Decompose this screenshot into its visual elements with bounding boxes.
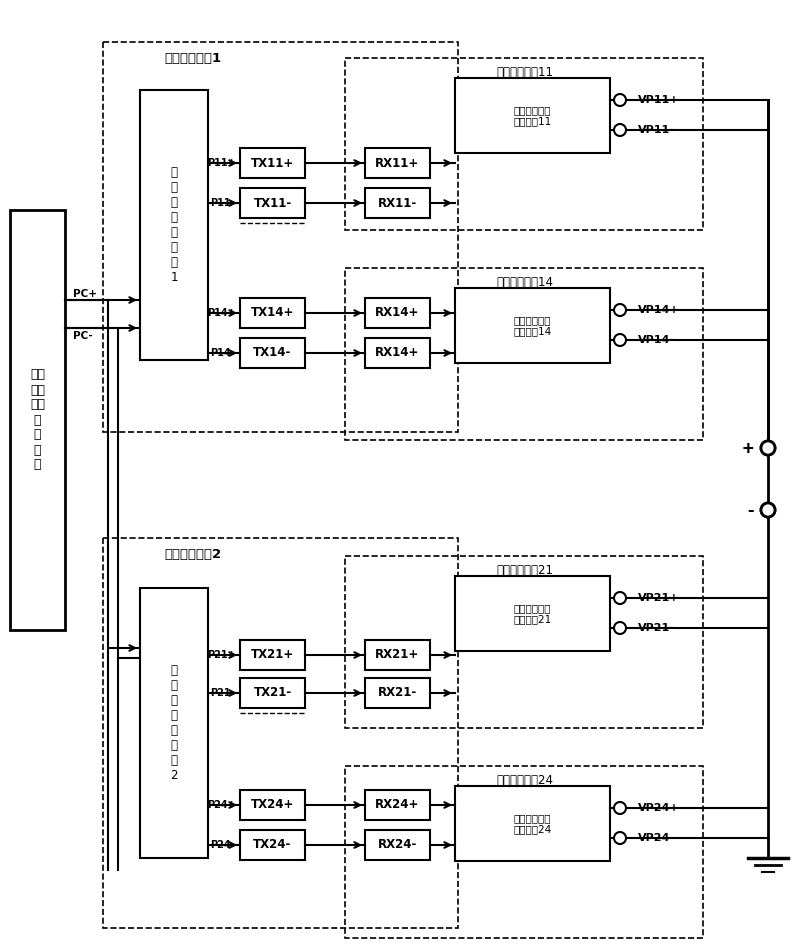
- Text: 脉冲分配模块2: 脉冲分配模块2: [165, 548, 222, 561]
- Text: PC+: PC+: [73, 289, 97, 299]
- Text: 连
接
器
集
成
电
路
2: 连 接 器 集 成 电 路 2: [170, 664, 178, 782]
- Text: VP24+: VP24+: [638, 803, 680, 813]
- Bar: [103, 42, 458, 432]
- Bar: [240, 188, 305, 218]
- Text: 单相桥式脉冲
逆变电路21: 单相桥式脉冲 逆变电路21: [514, 603, 552, 624]
- Circle shape: [614, 124, 626, 136]
- Bar: [345, 556, 703, 728]
- Circle shape: [761, 441, 775, 455]
- Bar: [455, 576, 610, 651]
- Text: -: -: [748, 503, 754, 517]
- Bar: [455, 288, 610, 363]
- Bar: [365, 298, 430, 328]
- Text: P14+: P14+: [208, 308, 236, 318]
- Text: RX14+: RX14+: [375, 307, 420, 320]
- Bar: [345, 58, 703, 230]
- Bar: [365, 678, 430, 708]
- Circle shape: [761, 441, 775, 455]
- Bar: [140, 90, 208, 360]
- Bar: [365, 640, 430, 670]
- Bar: [365, 830, 430, 860]
- Text: VP14-: VP14-: [638, 335, 675, 345]
- Text: 单相桥式脉冲
逆变电路14: 单相桥式脉冲 逆变电路14: [514, 315, 552, 336]
- Text: TX11+: TX11+: [251, 157, 294, 170]
- Bar: [103, 538, 458, 928]
- Text: TX24+: TX24+: [251, 798, 294, 811]
- Text: 逆变电路单元11: 逆变电路单元11: [497, 65, 554, 79]
- Text: P24+: P24+: [208, 800, 236, 810]
- Text: VP11+: VP11+: [638, 95, 679, 105]
- Circle shape: [614, 94, 626, 106]
- Bar: [240, 148, 305, 178]
- Bar: [365, 148, 430, 178]
- Text: RX24-: RX24-: [378, 839, 417, 851]
- Text: 逆变电路单元21: 逆变电路单元21: [497, 564, 554, 576]
- Text: RX24+: RX24+: [375, 798, 420, 811]
- Text: VP11-: VP11-: [638, 125, 675, 135]
- Text: P21+: P21+: [208, 650, 236, 660]
- Text: TX14+: TX14+: [251, 307, 294, 320]
- Bar: [10, 210, 65, 630]
- Text: RX21-: RX21-: [378, 686, 417, 699]
- Text: RX14+: RX14+: [375, 346, 420, 360]
- Text: 单相桥式脉冲
逆变电路24: 单相桥式脉冲 逆变电路24: [514, 812, 552, 834]
- Text: 连
接
器
集
成
电
路
1: 连 接 器 集 成 电 路 1: [170, 166, 178, 284]
- Text: +: +: [742, 440, 754, 456]
- Circle shape: [761, 503, 775, 517]
- Text: PC-: PC-: [73, 331, 93, 341]
- Text: RX11+: RX11+: [375, 157, 420, 170]
- Text: TX14-: TX14-: [254, 346, 292, 360]
- Bar: [365, 790, 430, 820]
- Text: TX21-: TX21-: [254, 686, 292, 699]
- Bar: [240, 790, 305, 820]
- Bar: [455, 78, 610, 153]
- Text: 单相桥式脉冲
逆变电路11: 单相桥式脉冲 逆变电路11: [514, 104, 552, 126]
- Bar: [140, 588, 208, 858]
- Text: TX11-: TX11-: [254, 196, 292, 210]
- Text: TX21+: TX21+: [251, 648, 294, 661]
- Bar: [240, 640, 305, 670]
- Bar: [240, 830, 305, 860]
- Text: 脉冲分配模块1: 脉冲分配模块1: [165, 51, 222, 65]
- Text: P14-: P14-: [210, 348, 234, 358]
- Bar: [455, 786, 610, 861]
- Text: P11-: P11-: [210, 198, 234, 208]
- Bar: [240, 678, 305, 708]
- Text: P21-: P21-: [210, 688, 234, 698]
- Text: VP24-: VP24-: [638, 833, 675, 843]
- Text: +: +: [742, 440, 754, 456]
- Bar: [240, 298, 305, 328]
- Circle shape: [614, 802, 626, 814]
- Text: RX21+: RX21+: [375, 648, 420, 661]
- Circle shape: [761, 503, 775, 517]
- Text: -: -: [748, 503, 754, 517]
- Bar: [345, 268, 703, 440]
- Text: 脉冲
控制
信号
产
生
模
块: 脉冲 控制 信号 产 生 模 块: [30, 368, 45, 472]
- Text: P11+: P11+: [208, 158, 236, 168]
- Circle shape: [614, 304, 626, 316]
- Bar: [365, 338, 430, 368]
- Text: VP21+: VP21+: [638, 593, 679, 603]
- Circle shape: [614, 622, 626, 634]
- Circle shape: [614, 832, 626, 844]
- Circle shape: [614, 334, 626, 346]
- Text: P24-: P24-: [210, 840, 234, 850]
- Bar: [240, 338, 305, 368]
- Text: VP14+: VP14+: [638, 305, 680, 315]
- Bar: [365, 188, 430, 218]
- Circle shape: [614, 592, 626, 604]
- Text: VP21-: VP21-: [638, 623, 675, 633]
- Text: RX11-: RX11-: [378, 196, 417, 210]
- Text: 逆变电路单元24: 逆变电路单元24: [497, 773, 554, 787]
- Bar: [345, 766, 703, 938]
- Text: 逆变电路单元14: 逆变电路单元14: [497, 275, 554, 288]
- Text: TX24-: TX24-: [254, 839, 292, 851]
